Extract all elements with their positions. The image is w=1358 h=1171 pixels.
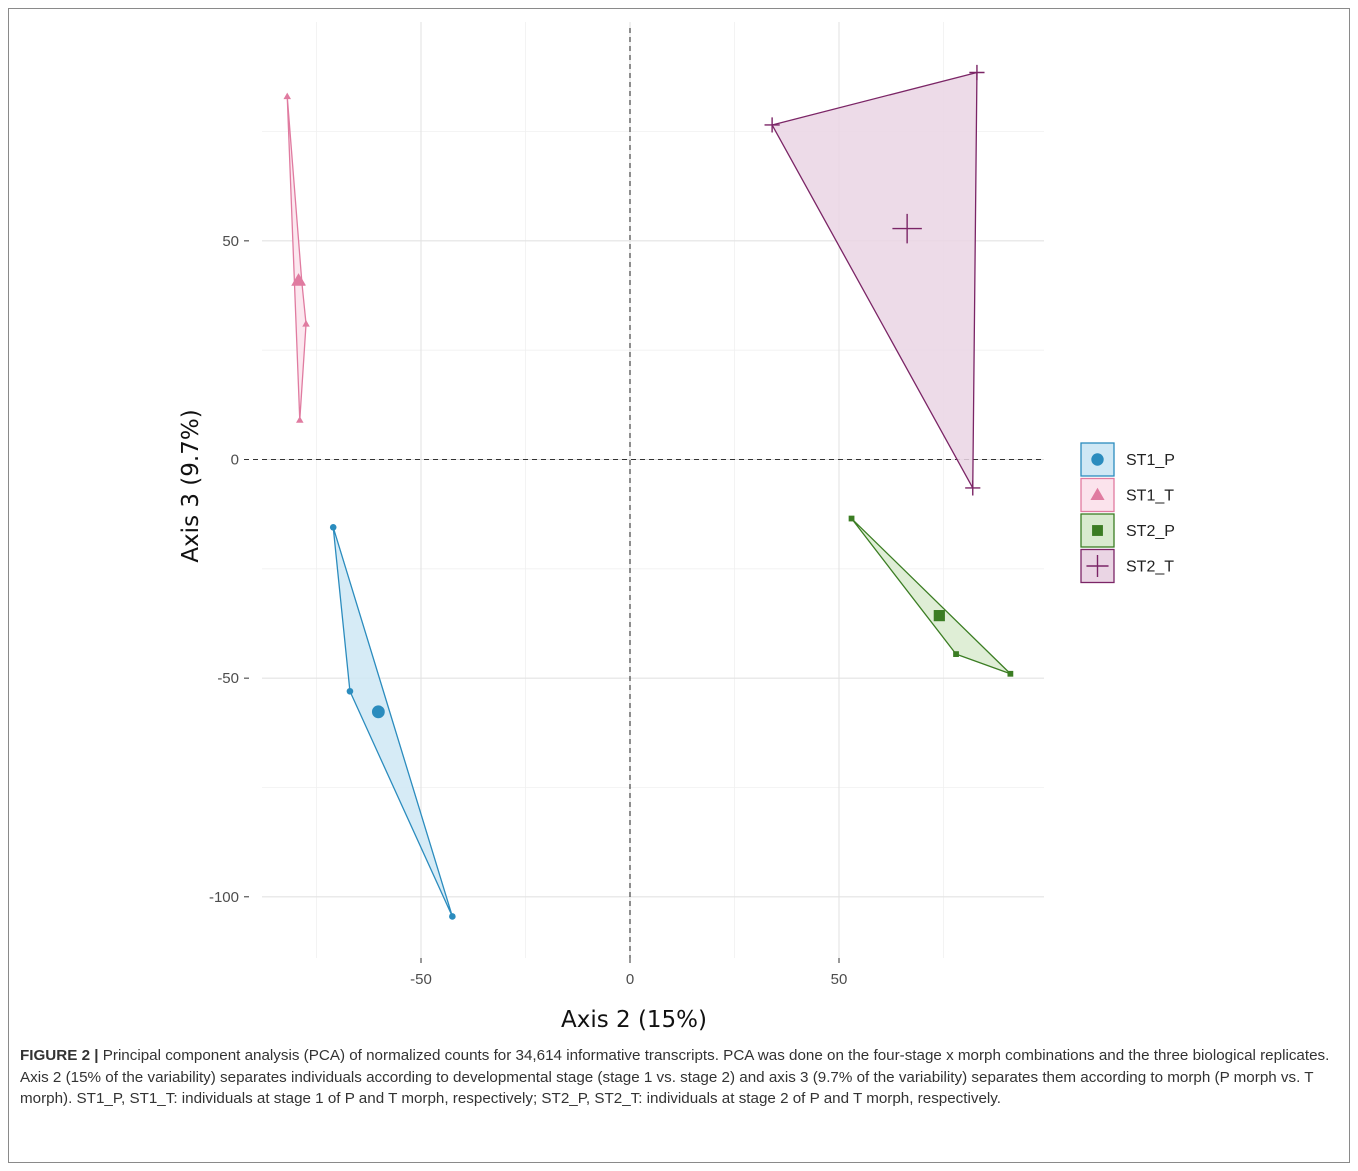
- caption-label: FIGURE 2 |: [20, 1047, 99, 1064]
- legend-marker-st2-t: [1086, 554, 1109, 578]
- legend: ST1_P ST1_T ST2_P ST2_T: [1080, 442, 1175, 584]
- hull-st1-p: [332, 526, 454, 918]
- point-st1-t: [302, 320, 310, 327]
- hull-st2-p: [850, 517, 1012, 675]
- figure-frame: [8, 8, 1350, 1163]
- legend-label-st1-p: ST1_P: [1126, 452, 1175, 469]
- legend-label-st2-p: ST2_P: [1126, 523, 1175, 540]
- point-st2-t: [969, 64, 985, 81]
- centroid-st1-p: [371, 705, 385, 719]
- point-st2-p: [848, 515, 855, 522]
- hull-polygons: [286, 71, 1012, 918]
- y-axis-title: Axis 3 (9.7%): [178, 409, 204, 562]
- legend-marker-st1-t: [1090, 487, 1105, 500]
- legend-marker-st1-p: [1091, 453, 1104, 466]
- legend-marker-st2-p: [1092, 525, 1103, 536]
- x-tick-label: 50: [831, 971, 848, 988]
- point-st2-t: [965, 480, 981, 496]
- point-st1-t: [283, 92, 292, 100]
- x-tick-label: -50: [410, 971, 432, 988]
- point-st2-t: [764, 117, 780, 133]
- point-st1-p: [346, 687, 354, 695]
- legend-key-st2-p: [1080, 513, 1115, 548]
- caption-text: Principal component analysis (PCA) of no…: [20, 1047, 1330, 1107]
- point-st2-p: [953, 651, 959, 657]
- hull-st1-t: [286, 95, 307, 421]
- legend-label-st1-t: ST1_T: [1126, 488, 1174, 505]
- figure-caption: FIGURE 2 | Principal component analysis …: [20, 1045, 1342, 1110]
- data-points: [283, 64, 1014, 920]
- reference-lines: [244, 28, 1044, 958]
- point-st2-p: [1007, 670, 1014, 677]
- point-st1-p: [449, 913, 456, 920]
- y-tick-label: 0: [231, 452, 239, 469]
- pca-chart: -50 0 50 50 0 -50 -100 Axis 2 (15%) Axis 3 (9.…: [178, 22, 1175, 1033]
- centroid-st2-p: [933, 610, 945, 622]
- y-tick-label: -100: [209, 889, 239, 906]
- legend-label-st2-t: ST2_T: [1126, 559, 1174, 576]
- x-tick-label: 0: [626, 971, 634, 988]
- centroid-st2-t: [892, 213, 922, 244]
- hull-st2-t: [771, 71, 978, 489]
- point-st1-t: [296, 416, 304, 423]
- y-tick-label: 50: [222, 233, 239, 250]
- axis-ticks: -50 0 50 50 0 -50 -100: [209, 233, 847, 988]
- y-tick-label: -50: [217, 670, 239, 687]
- centroid-st1-t: [291, 273, 306, 286]
- x-axis-title: Axis 2 (15%): [561, 1007, 707, 1033]
- point-st1-p: [329, 523, 337, 531]
